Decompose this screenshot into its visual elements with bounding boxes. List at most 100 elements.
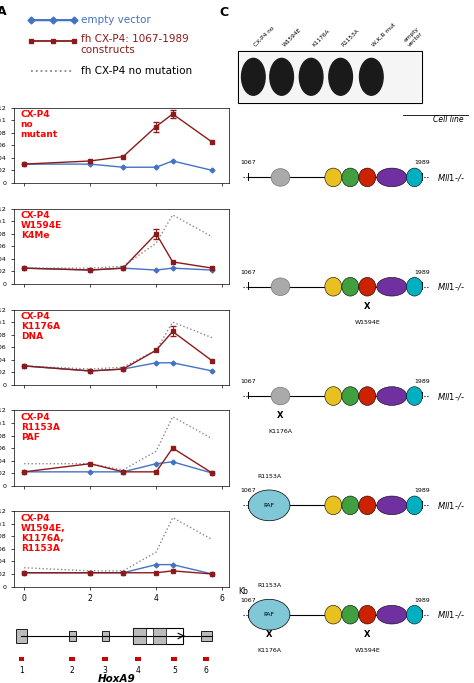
Ellipse shape xyxy=(407,277,422,296)
Text: 4: 4 xyxy=(136,665,140,675)
Ellipse shape xyxy=(342,496,359,515)
Text: Kb: Kb xyxy=(239,587,248,596)
Text: 1067: 1067 xyxy=(241,488,256,493)
Text: CX-P4
K1176A
DNA: CX-P4 K1176A DNA xyxy=(21,312,60,341)
Ellipse shape xyxy=(270,58,293,95)
Text: HoxA9: HoxA9 xyxy=(98,674,136,683)
Ellipse shape xyxy=(325,168,342,186)
Ellipse shape xyxy=(242,58,265,95)
Text: R1153A: R1153A xyxy=(257,583,281,588)
Bar xyxy=(69,656,75,660)
Text: K1176A: K1176A xyxy=(268,429,292,434)
Text: CX-P4
no
mutant: CX-P4 no mutant xyxy=(21,110,58,139)
Text: 3: 3 xyxy=(102,665,108,675)
Ellipse shape xyxy=(359,277,376,296)
Ellipse shape xyxy=(407,605,422,624)
Bar xyxy=(153,628,166,644)
Text: 1989: 1989 xyxy=(414,488,430,493)
Text: fh CX-P4 no mutation: fh CX-P4 no mutation xyxy=(81,66,192,76)
Ellipse shape xyxy=(407,387,422,406)
Ellipse shape xyxy=(377,277,407,296)
Text: $Mll1$-/-: $Mll1$-/- xyxy=(437,500,465,511)
Ellipse shape xyxy=(325,277,342,296)
Text: empty vector: empty vector xyxy=(81,15,150,25)
Ellipse shape xyxy=(300,58,323,95)
Text: 6: 6 xyxy=(204,665,209,675)
Text: W1594E: W1594E xyxy=(355,320,380,324)
Bar xyxy=(69,630,76,641)
Ellipse shape xyxy=(377,605,407,624)
Text: X: X xyxy=(364,630,371,639)
Text: Cell line: Cell line xyxy=(433,115,463,124)
Bar xyxy=(102,630,109,641)
Ellipse shape xyxy=(377,387,407,406)
Ellipse shape xyxy=(359,58,383,95)
Bar xyxy=(133,628,146,644)
Text: X: X xyxy=(364,302,371,311)
Text: X: X xyxy=(266,630,273,639)
Bar xyxy=(201,630,212,641)
Text: PAF: PAF xyxy=(264,503,275,508)
Text: CX-P4
W1594E,
K1176A,
R1153A: CX-P4 W1594E, K1176A, R1153A xyxy=(21,514,65,553)
Ellipse shape xyxy=(359,387,376,406)
Text: X: X xyxy=(277,411,284,421)
Text: 1989: 1989 xyxy=(414,161,430,165)
Text: 5: 5 xyxy=(172,665,177,675)
Text: CX-P4 no: CX-P4 no xyxy=(253,25,275,47)
Text: fh CX-P4: 1067-1989: fh CX-P4: 1067-1989 xyxy=(81,34,189,44)
Bar xyxy=(16,629,27,643)
Ellipse shape xyxy=(271,387,290,405)
Ellipse shape xyxy=(271,278,290,296)
Ellipse shape xyxy=(407,496,422,515)
Text: W1594E: W1594E xyxy=(355,647,380,653)
Text: 1989: 1989 xyxy=(414,379,430,384)
Ellipse shape xyxy=(342,277,359,296)
Ellipse shape xyxy=(407,168,422,186)
Text: 1067: 1067 xyxy=(241,161,256,165)
Bar xyxy=(239,52,421,102)
Bar xyxy=(238,51,422,102)
Text: $Mll1$-/-: $Mll1$-/- xyxy=(437,391,465,402)
Text: constructs: constructs xyxy=(81,46,136,55)
Bar xyxy=(102,656,108,660)
Ellipse shape xyxy=(342,387,359,406)
Text: 2: 2 xyxy=(70,665,74,675)
Text: R1153A: R1153A xyxy=(257,474,281,479)
Ellipse shape xyxy=(359,605,376,624)
Text: R1153A: R1153A xyxy=(341,27,360,47)
Ellipse shape xyxy=(248,599,290,630)
Text: 1: 1 xyxy=(19,665,24,675)
Text: C: C xyxy=(219,5,228,18)
Bar xyxy=(133,628,182,644)
Ellipse shape xyxy=(359,496,376,515)
Bar xyxy=(203,656,210,660)
Text: W1594E: W1594E xyxy=(282,27,302,47)
Ellipse shape xyxy=(325,496,342,515)
Ellipse shape xyxy=(248,490,290,520)
Ellipse shape xyxy=(377,496,407,515)
Bar xyxy=(18,656,25,660)
Text: PAF: PAF xyxy=(264,612,275,617)
Text: A: A xyxy=(0,5,7,18)
Text: K1176A: K1176A xyxy=(257,647,281,653)
Bar xyxy=(171,656,177,660)
Text: $Mll1$-/-: $Mll1$-/- xyxy=(437,609,465,620)
Ellipse shape xyxy=(377,168,407,186)
Text: K1176A: K1176A xyxy=(311,28,330,47)
Text: CX-P4
W1594E
K4Me: CX-P4 W1594E K4Me xyxy=(21,211,62,240)
Text: 1067: 1067 xyxy=(241,598,256,602)
Bar xyxy=(135,656,141,660)
Ellipse shape xyxy=(329,58,353,95)
Text: 1989: 1989 xyxy=(414,598,430,602)
Text: $Mll1$-/-: $Mll1$-/- xyxy=(437,172,465,183)
Text: CX-P4
R1153A
PAF: CX-P4 R1153A PAF xyxy=(21,413,60,442)
Text: 1989: 1989 xyxy=(414,270,430,275)
Ellipse shape xyxy=(342,168,359,186)
Text: W,K,R mut: W,K,R mut xyxy=(371,22,397,47)
Ellipse shape xyxy=(342,605,359,624)
Ellipse shape xyxy=(325,605,342,624)
Ellipse shape xyxy=(359,168,376,186)
Text: 1067: 1067 xyxy=(241,379,256,384)
Ellipse shape xyxy=(271,169,290,186)
Text: empty
vector: empty vector xyxy=(403,26,424,47)
